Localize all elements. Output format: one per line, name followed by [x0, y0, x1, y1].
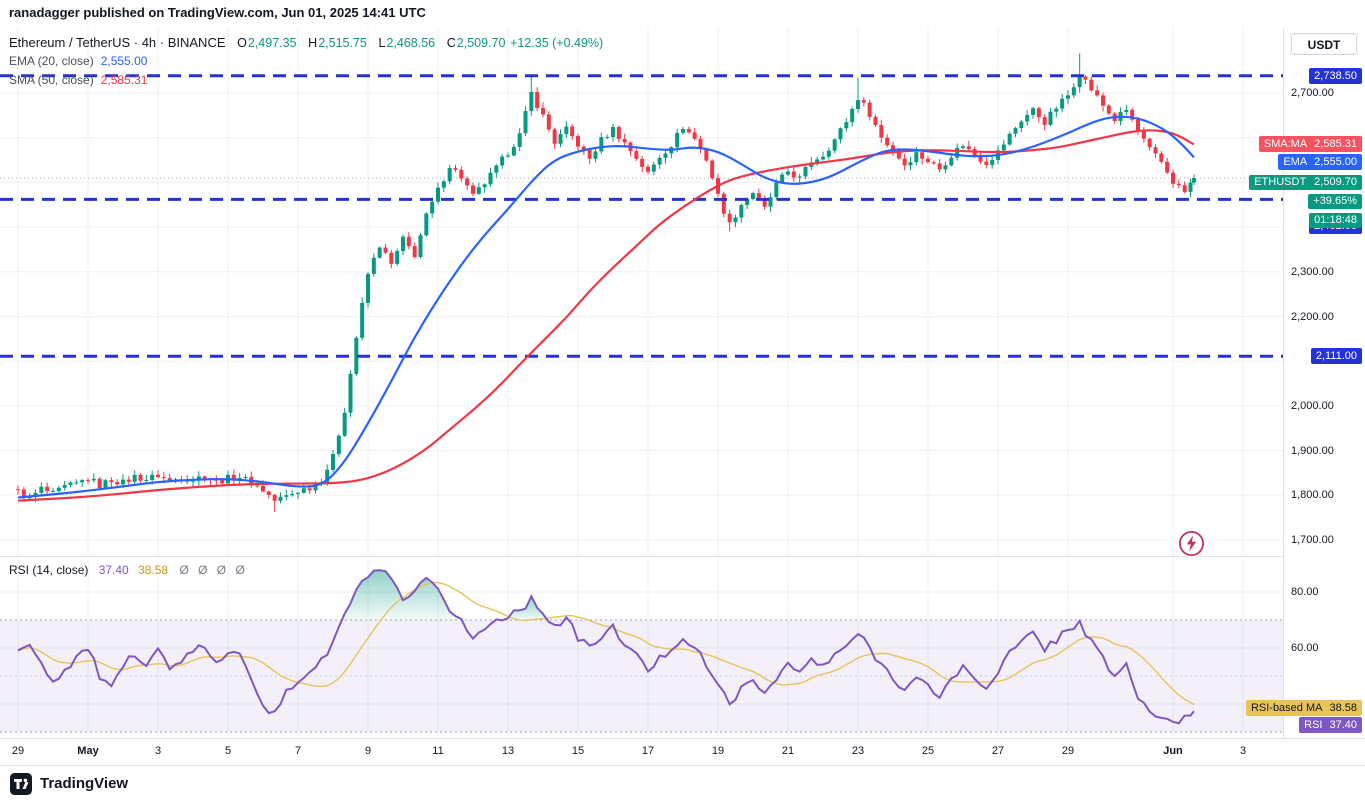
- price-tick-label: 1,900.00: [1291, 444, 1334, 457]
- rsi-value: 37.40: [98, 563, 129, 577]
- rsi-hidden-inputs: Ø Ø Ø Ø: [179, 563, 248, 577]
- close-label: C: [446, 36, 456, 50]
- tradingview-brand[interactable]: TradingView: [40, 775, 129, 792]
- rsi-value-label: RSI 37.40: [1299, 717, 1362, 734]
- time-tick-label: 3: [1239, 745, 1247, 757]
- pane-separator: [0, 556, 1365, 557]
- badge-name: SMA:MA: [1263, 138, 1308, 151]
- price-grid: [0, 28, 1283, 556]
- time-tick-label: 25: [921, 745, 935, 757]
- time-tick-label: 13: [501, 745, 515, 757]
- rsi-chart-canvas[interactable]: [0, 556, 1283, 738]
- time-tick-label: 17: [641, 745, 655, 757]
- sma-legend-row[interactable]: SMA (50, close) 2,585.31: [9, 71, 603, 90]
- sma-label: SMA (50, close): [9, 73, 94, 87]
- badge-value: 2,738.50: [1314, 69, 1357, 82]
- ema-label: EMA (20, close): [9, 54, 94, 68]
- bar-countdown: 01:18:48: [1309, 213, 1362, 229]
- symbol-price-label: ETHUSDT 2,509.70 +39.65% 01:18:48: [1249, 171, 1362, 229]
- close-value: 2,509.70: [456, 36, 506, 50]
- symbol-ticker: ETHUSDT: [1254, 176, 1307, 189]
- sma-price-label: SMA:MA 2,585.31: [1258, 136, 1362, 153]
- time-tick-label: 7: [294, 745, 302, 757]
- price-axis[interactable]: USDT 2,700.00 2,300.00 2,200.00 2,000.00 1,9…: [1249, 28, 1365, 556]
- ema-legend-row[interactable]: EMA (20, close) 2,555.00: [9, 52, 603, 71]
- high-label: H: [308, 36, 318, 50]
- price-tick-label: 2,200.00: [1291, 310, 1334, 323]
- ema20-line: [17, 115, 1195, 499]
- rsi-tick-label: 60.00: [1291, 642, 1319, 654]
- price-tick-label: 2,000.00: [1291, 399, 1334, 412]
- publish-text: ranadagger published on TradingView.com,…: [9, 5, 426, 20]
- price-tick-label: 1,700.00: [1291, 534, 1334, 546]
- open-label: O: [237, 36, 247, 50]
- rsi-legend[interactable]: RSI (14, close) 37.40 38.58 Ø Ø Ø Ø: [9, 563, 248, 577]
- time-tick-label: 3: [154, 745, 162, 757]
- ema-value: 2,555.00: [100, 54, 148, 68]
- rsi-axis[interactable]: 80.00 60.00 RSI-based MA 38.58 RSI 37.40: [1245, 556, 1365, 738]
- rsi-grid: [0, 556, 1283, 738]
- time-tick-label: 9: [364, 745, 372, 757]
- footer: TradingView: [0, 765, 1365, 801]
- change-value: +12.35 (+0.49%): [510, 36, 604, 50]
- high-value: 2,515.75: [318, 36, 367, 50]
- open-value: 2,497.35: [247, 36, 297, 50]
- time-tick-label: 27: [991, 745, 1005, 757]
- badge-name: EMA: [1283, 155, 1308, 168]
- publish-header: ranadagger published on TradingView.com,…: [0, 0, 1365, 28]
- rsi-tick-label: 80.00: [1291, 586, 1319, 598]
- badge-value: 38.58: [1329, 701, 1357, 714]
- time-tick-label: Jun: [1163, 745, 1183, 757]
- badge-value: 2,585.31: [1314, 138, 1357, 151]
- time-tick-label: 23: [851, 745, 865, 757]
- rsi-ma-label: RSI-based MA 38.58: [1245, 699, 1362, 716]
- lightning-icon: [1178, 530, 1205, 557]
- currency-unit-tab[interactable]: USDT: [1291, 33, 1357, 55]
- badge-value: 2,111.00: [1315, 350, 1357, 363]
- low-value: 2,468.56: [386, 36, 436, 50]
- flash-idea-button[interactable]: [1178, 530, 1205, 557]
- price-tick-label: 2,700.00: [1291, 87, 1334, 99]
- badge-value: 37.40: [1329, 719, 1357, 732]
- rsi-overbought-fill: [341, 570, 462, 620]
- price-chart-canvas[interactable]: [0, 28, 1283, 556]
- rsi-label: RSI (14, close): [9, 563, 89, 577]
- rsi-ma-line: [17, 581, 1195, 706]
- sma50-line: [17, 129, 1195, 502]
- price-tick-label: 1,800.00: [1291, 489, 1334, 502]
- rsi-overbought-fill: [503, 596, 548, 620]
- symbol-last-price: 2,509.70: [1314, 176, 1357, 189]
- ema-price-label: EMA 2,555.00: [1278, 153, 1362, 170]
- time-tick-label: 29: [1061, 745, 1075, 757]
- time-tick-label: 29: [11, 745, 25, 757]
- symbol-legend-row[interactable]: Ethereum / TetherUS · 4h · BINANCE O2,49…: [9, 33, 603, 52]
- time-tick-label: 11: [432, 745, 444, 757]
- sma-value: 2,585.31: [100, 73, 148, 87]
- symbol-change-percent: +39.65%: [1308, 194, 1362, 210]
- level-price-label: 2,738.50: [1309, 67, 1362, 84]
- symbol-legend: Ethereum / TetherUS · 4h · BINANCE O2,49…: [9, 33, 603, 90]
- symbol-title[interactable]: Ethereum / TetherUS · 4h · BINANCE: [9, 35, 226, 50]
- tradingview-logo-icon[interactable]: [10, 772, 32, 795]
- badge-value: 2,555.00: [1314, 155, 1357, 168]
- time-tick-label: 19: [711, 745, 725, 757]
- time-tick-label: 5: [224, 745, 232, 757]
- time-tick-label: 15: [571, 745, 585, 757]
- horizontal-level-lines[interactable]: [0, 74, 1283, 358]
- time-tick-label: May: [77, 745, 99, 757]
- price-tick-label: 2,300.00: [1291, 265, 1334, 278]
- badge-name: RSI: [1304, 719, 1323, 732]
- low-label: L: [378, 36, 386, 50]
- badge-name: RSI-based MA: [1250, 701, 1323, 714]
- time-tick-label: 21: [781, 745, 795, 757]
- rsi-ma-value: 38.58: [138, 563, 169, 577]
- rsi-line: [17, 569, 1195, 725]
- time-axis[interactable]: 29 May 3 5 7 9 11 13 15 17 19 21 23 25 27 29 Jun 3: [0, 738, 1365, 765]
- candles: [16, 53, 1196, 512]
- level-price-label: 2,111.00: [1310, 348, 1362, 365]
